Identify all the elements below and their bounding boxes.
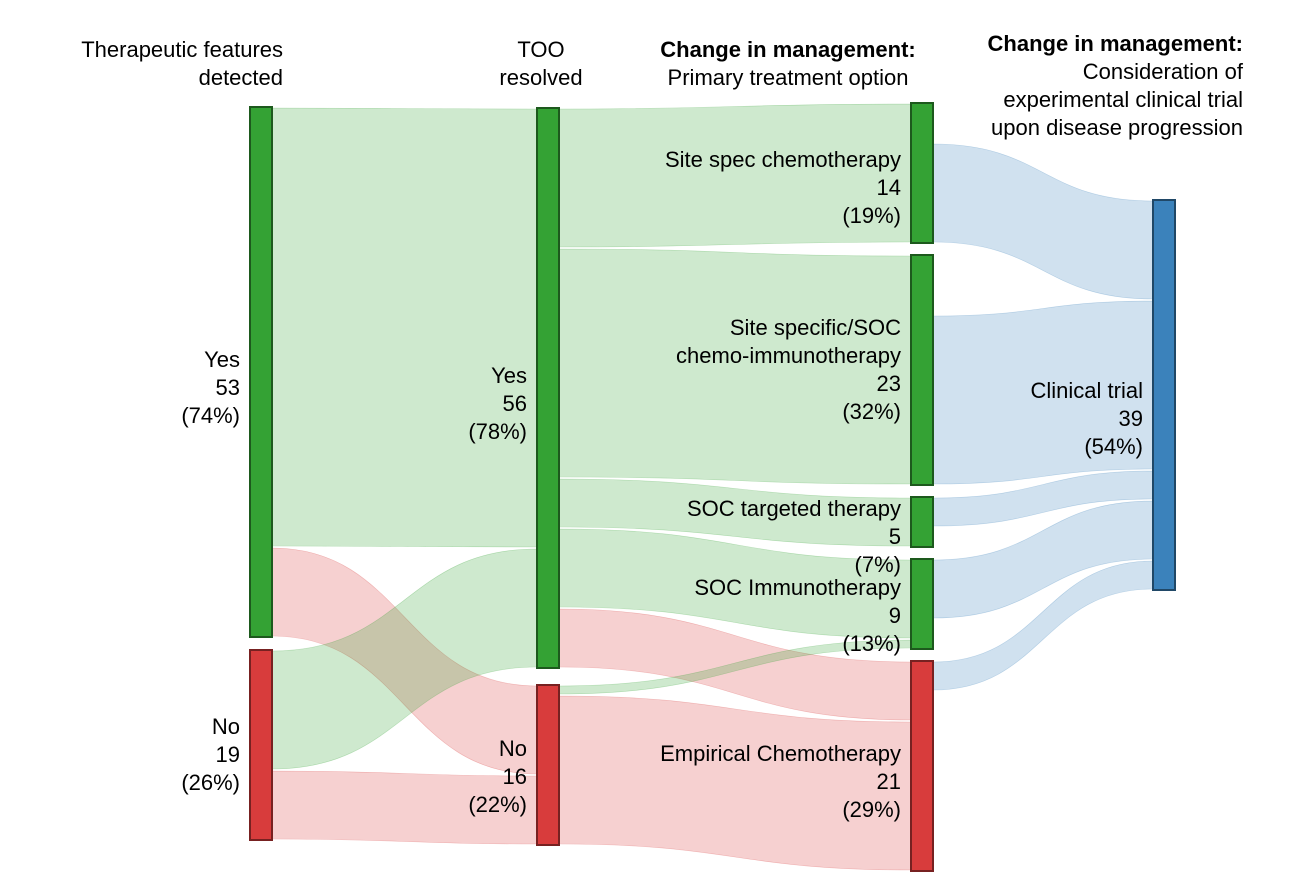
sankey-link-yes_detected-yes_resolved: [271, 107, 538, 548]
sankey-node-site_soc_chemo_immuno: [910, 254, 934, 486]
column-header-3: Change in management: Primary treatment o…: [660, 36, 915, 92]
node-label-site_spec_chemo: Site spec chemotherapy 14 (19%): [665, 146, 901, 230]
sankey-node-yes_resolved: [536, 107, 560, 669]
column-header-line: Change in management:: [660, 37, 916, 62]
node-label-site_soc_chemo_immuno: Site specific/SOC chemo-immunotherapy 23 (3…: [676, 314, 901, 426]
column-header-line: upon disease progression: [991, 115, 1243, 140]
column-header-1: Therapeutic features detected: [81, 36, 283, 92]
node-count: 19: [215, 742, 240, 767]
node-count: 39: [1118, 406, 1143, 431]
sankey-node-empirical_chemo: [910, 660, 934, 872]
sankey-node-soc_targeted: [910, 496, 934, 548]
node-percent: (7%): [854, 552, 901, 577]
sankey-node-no_resolved: [536, 684, 560, 846]
node-label-yes_detected: Yes 53 (74%): [181, 346, 240, 430]
node-percent: (29%): [842, 797, 901, 822]
node-percent: (32%): [842, 399, 901, 424]
node-label-line: Empirical Chemotherapy: [660, 741, 901, 766]
node-label-line: chemo-immunotherapy: [676, 343, 901, 368]
node-percent: (13%): [842, 631, 901, 656]
node-label-line: SOC Immunotherapy: [694, 575, 901, 600]
node-label-line: No: [498, 736, 527, 761]
node-percent: (26%): [181, 770, 240, 795]
node-label-yes_resolved: Yes 56 (78%): [468, 362, 527, 446]
node-percent: (22%): [468, 792, 527, 817]
node-label-line: Site specific/SOC: [729, 315, 901, 340]
node-count: 14: [876, 175, 901, 200]
node-label-line: Clinical trial: [1030, 378, 1143, 403]
column-header-2: TOO resolved: [499, 36, 582, 92]
sankey-node-yes_detected: [249, 106, 273, 638]
node-label-clinical_trial: Clinical trial 39 (54%): [1031, 377, 1143, 461]
node-percent: (19%): [842, 203, 901, 228]
node-label-soc_targeted: SOC targeted therapy 5 (7%): [687, 495, 901, 579]
node-label-line: Site spec chemotherapy: [664, 147, 901, 172]
column-header-line: Therapeutic features: [81, 37, 283, 62]
node-count: 53: [215, 375, 240, 400]
column-header-line: detected: [198, 65, 283, 90]
node-count: 5: [888, 524, 901, 549]
node-count: 16: [502, 764, 527, 789]
node-count: 56: [502, 391, 527, 416]
node-count: 23: [876, 371, 901, 396]
node-percent: (74%): [181, 403, 240, 428]
sankey-link-site_spec_chemo-clinical_trial: [932, 143, 1154, 300]
column-header-line: Consideration of: [1082, 59, 1243, 84]
node-label-line: No: [211, 714, 240, 739]
node-label-line: SOC targeted therapy: [686, 496, 901, 521]
node-label-no_detected: No 19 (26%): [181, 713, 240, 797]
node-label-no_resolved: No 16 (22%): [468, 735, 527, 819]
column-header-line: Primary treatment option: [667, 65, 909, 90]
sankey-node-site_spec_chemo: [910, 102, 934, 244]
column-header-4: Change in management: Consideration of exp…: [988, 30, 1243, 142]
sankey-node-no_detected: [249, 649, 273, 841]
column-header-line: TOO: [517, 37, 565, 62]
node-percent: (54%): [1084, 434, 1143, 459]
node-count: 21: [876, 769, 901, 794]
node-label-soc_immuno: SOC Immunotherapy 9 (13%): [694, 574, 901, 658]
column-header-line: resolved: [499, 65, 583, 90]
node-count: 9: [888, 603, 901, 628]
node-label-line: Yes: [491, 363, 527, 388]
node-percent: (78%): [468, 419, 527, 444]
column-header-line: experimental clinical trial: [1003, 87, 1243, 112]
sankey-node-soc_immuno: [910, 558, 934, 650]
sankey-node-clinical_trial: [1152, 199, 1176, 591]
node-label-empirical_chemo: Empirical Chemotherapy 21 (29%): [660, 740, 901, 824]
column-header-line: Change in management:: [987, 31, 1243, 56]
node-label-line: Yes: [204, 347, 240, 372]
